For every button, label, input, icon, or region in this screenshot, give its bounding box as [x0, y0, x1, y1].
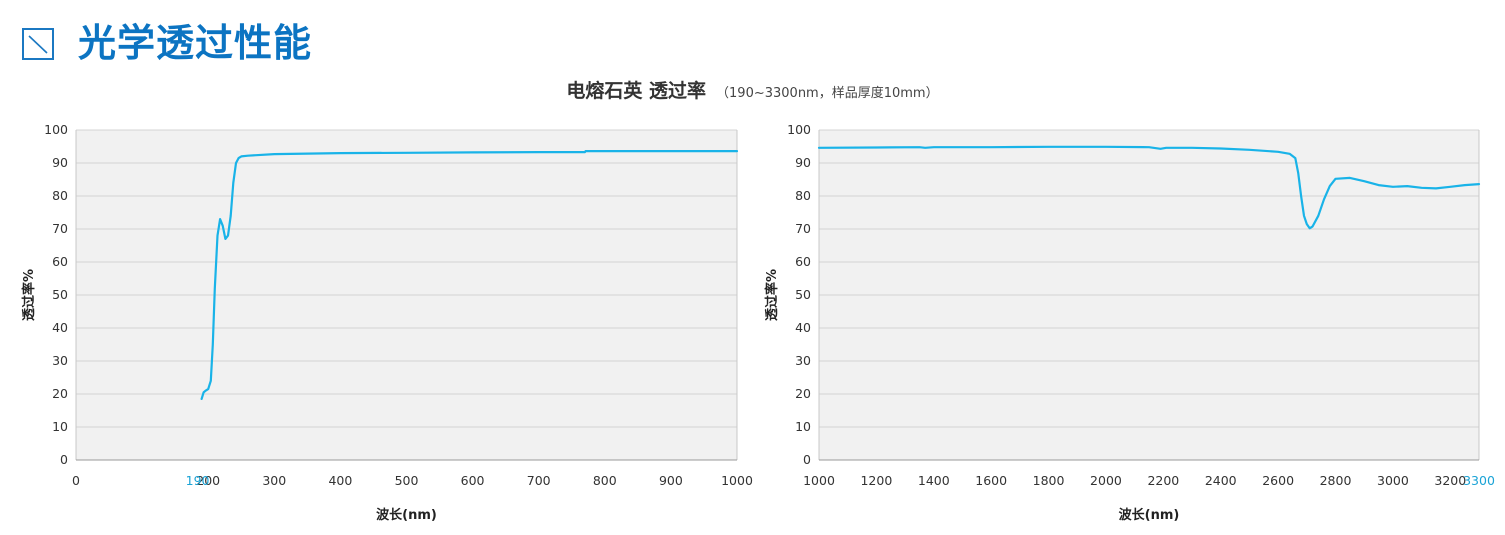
- x-axis-title: 波长(nm): [1119, 507, 1180, 523]
- x-tick-label: 700: [527, 473, 551, 488]
- x-tick-label: 2200: [1147, 473, 1179, 488]
- y-tick-label: 0: [803, 452, 811, 467]
- y-tick-label: 80: [795, 188, 811, 203]
- y-tick-label: 10: [795, 419, 811, 434]
- x-tick-label: 200: [196, 473, 220, 488]
- y-tick-label: 30: [52, 353, 68, 368]
- x-tick-label: 900: [659, 473, 683, 488]
- y-tick-label: 20: [52, 386, 68, 401]
- x-tick-label: 3200: [1434, 473, 1466, 488]
- y-tick-label: 90: [52, 155, 68, 170]
- x-tick-label: 2400: [1205, 473, 1237, 488]
- y-tick-label: 50: [795, 287, 811, 302]
- x-tick-label: 2800: [1320, 473, 1352, 488]
- x-tick-label: 500: [395, 473, 419, 488]
- y-tick-label: 60: [795, 254, 811, 269]
- x-tick-label: 1000: [803, 473, 835, 488]
- diagonal-line-icon: [22, 28, 54, 60]
- chart-subtitle: （190~3300nm，样品厚度10mm）: [716, 86, 939, 101]
- y-tick-label: 80: [52, 188, 68, 203]
- x-tick-label: 2600: [1262, 473, 1294, 488]
- x-tick-label: 800: [593, 473, 617, 488]
- x-tick-label: 600: [461, 473, 485, 488]
- y-tick-label: 40: [795, 320, 811, 335]
- y-tick-label: 90: [795, 155, 811, 170]
- x-tick-label: 2000: [1090, 473, 1122, 488]
- x-tick-label: 3000: [1377, 473, 1409, 488]
- y-tick-label: 70: [795, 221, 811, 236]
- y-axis-title: 透过率%: [764, 269, 780, 321]
- x-tick-label: 1200: [860, 473, 892, 488]
- page-title: 光学透过性能: [78, 21, 313, 65]
- chart-title-main: 电熔石英 透过率: [566, 80, 707, 102]
- x-tick-label: 1600: [975, 473, 1007, 488]
- x-tick-label-accent: 190: [186, 473, 210, 488]
- y-tick-label: 100: [787, 122, 811, 137]
- y-tick-label: 70: [52, 221, 68, 236]
- chart-2: 0 10 20 30 40 50 60 70 80 90 100 1000 1200 1400 1600 18…: [764, 122, 1495, 523]
- y-tick-label: 40: [52, 320, 68, 335]
- y-tick-label: 20: [795, 386, 811, 401]
- x-tick-label: 400: [328, 473, 352, 488]
- y-tick-label: 50: [52, 287, 68, 302]
- x-tick-label: 0: [72, 473, 80, 488]
- y-tick-label: 60: [52, 254, 68, 269]
- x-tick-label: 1000: [721, 473, 753, 488]
- y-tick-label: 0: [60, 452, 68, 467]
- x-tick-label: 300: [262, 473, 286, 488]
- series-line: [200, 150, 739, 400]
- y-tick-label: 100: [44, 122, 68, 137]
- chart-title: 电熔石英 透过率 （190~3300nm，样品厚度10mm）: [0, 76, 1505, 103]
- y-tick-label: 10: [52, 419, 68, 434]
- x-tick-label: 1800: [1033, 473, 1065, 488]
- x-tick-label-accent: 3300: [1463, 473, 1495, 488]
- y-axis-title: 透过率%: [21, 269, 37, 321]
- series-line: [817, 145, 1481, 230]
- x-tick-label: 1400: [918, 473, 950, 488]
- x-axis-title: 波长(nm): [376, 507, 437, 523]
- y-tick-label: 30: [795, 353, 811, 368]
